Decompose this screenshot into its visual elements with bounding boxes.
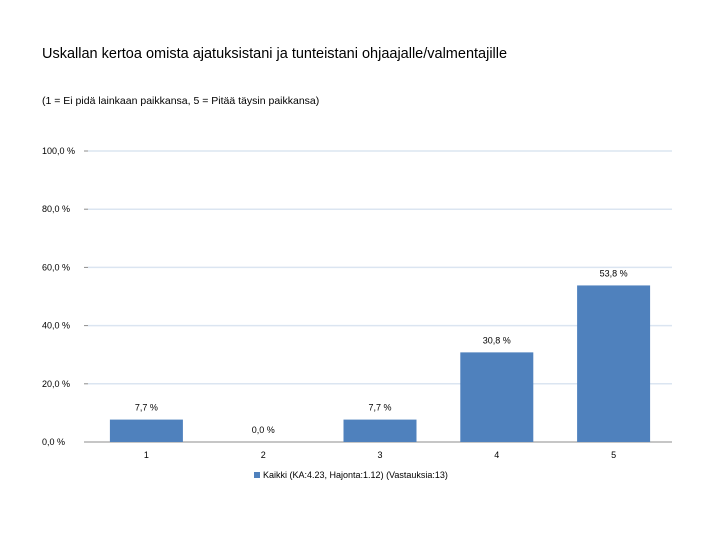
legend: Kaikki (KA:4.23, Hajonta:1.12) (Vastauks… [254,470,448,480]
x-tick-label: 3 [377,450,382,460]
data-label: 7,7 % [135,403,158,413]
x-tick-label: 1 [144,450,149,460]
y-tick-label: 20,0 % [42,379,70,389]
legend-label: Kaikki (KA:4.23, Hajonta:1.12) (Vastauks… [263,470,448,480]
data-label: 30,8 % [483,335,511,345]
bar [343,419,417,442]
x-tick-label: 5 [611,450,616,460]
data-label: 0,0 % [252,425,275,435]
chart-title: Uskallan kertoa omista ajatuksistani ja … [42,46,508,62]
bar [109,419,183,442]
y-tick-label: 100,0 % [42,146,75,156]
y-tick-label: 0,0 % [42,437,65,447]
bar [460,352,534,442]
chart-subtitle: (1 = Ei pidä lainkaan paikkansa, 5 = Pit… [42,95,320,107]
y-tick-label: 40,0 % [42,321,70,331]
data-label: 7,7 % [368,403,391,413]
bar [577,285,651,442]
x-tick-label: 4 [494,450,499,460]
x-tick-label: 2 [261,450,266,460]
legend-swatch [254,472,260,478]
y-tick-label: 60,0 % [42,262,70,272]
data-label: 53,8 % [600,268,628,278]
y-tick-label: 80,0 % [42,204,70,214]
